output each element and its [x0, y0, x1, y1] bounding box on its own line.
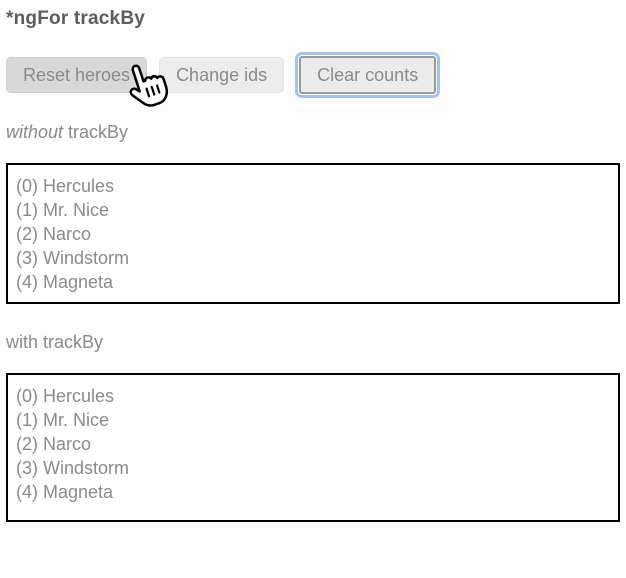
without-trackby-heading-rest: trackBy: [63, 122, 129, 142]
without-trackby-hero-box: (0) Hercules (1) Mr. Nice (2) Narco (3) …: [6, 163, 620, 304]
page-title: *ngFor trackBy: [6, 8, 146, 29]
with-trackby-hero-box: (0) Hercules (1) Mr. Nice (2) Narco (3) …: [6, 373, 620, 522]
hero-list-item: (4) Magneta: [16, 272, 114, 292]
hero-list-item: (3) Windstorm: [16, 248, 130, 268]
hero-list-item: (0) Hercules: [16, 176, 115, 196]
reset-heroes-button[interactable]: Reset heroes: [6, 57, 148, 93]
with-trackby-heading: with trackBy: [6, 332, 626, 353]
hero-list-item: (1) Mr. Nice: [16, 200, 110, 220]
with-trackby-hero-list: (0) Hercules (1) Mr. Nice (2) Narco (3) …: [8, 375, 618, 520]
without-trackby-heading-emphasis: without: [6, 122, 64, 142]
change-ids-button[interactable]: Change ids: [159, 57, 285, 93]
without-trackby-hero-list: (0) Hercules (1) Mr. Nice (2) Narco (3) …: [8, 165, 618, 302]
ngfor-trackby-demo: *ngFor trackBy Reset heroes Change ids C…: [6, 8, 626, 522]
without-trackby-heading: without trackBy: [6, 122, 626, 143]
hero-list-item: (0) Hercules: [16, 386, 115, 406]
with-trackby-heading-rest: with trackBy: [6, 332, 104, 352]
clear-counts-button[interactable]: Clear counts: [299, 56, 437, 94]
hero-list-item: (4) Magneta: [16, 482, 114, 502]
hero-list-item: (2) Narco: [16, 434, 92, 454]
toolbar: Reset heroes Change ids Clear counts: [6, 56, 626, 94]
hero-list-item: (1) Mr. Nice: [16, 410, 110, 430]
hero-list-item: (3) Windstorm: [16, 458, 130, 478]
hero-list-item: (2) Narco: [16, 224, 92, 244]
